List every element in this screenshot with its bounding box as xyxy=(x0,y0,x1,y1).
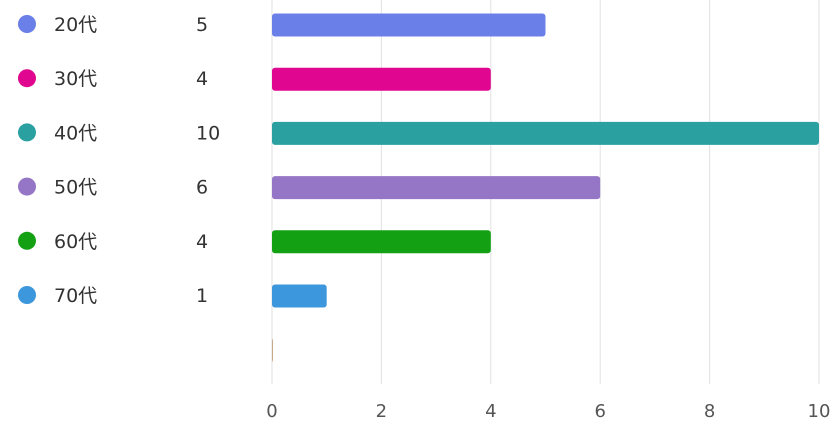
category-label: 50代 xyxy=(54,177,97,199)
bar-1 xyxy=(272,67,491,91)
x-tick-label: 10 xyxy=(808,401,831,422)
legend-dot-4 xyxy=(18,231,36,250)
legend-dot-0 xyxy=(18,15,36,33)
x-tick-label: 6 xyxy=(594,401,605,422)
bar-0 xyxy=(272,13,546,37)
bar-3 xyxy=(272,176,601,200)
category-label: 40代 xyxy=(54,122,97,144)
count-label: 1 xyxy=(196,285,208,307)
bar-5 xyxy=(272,284,327,308)
category-label: 60代 xyxy=(54,231,97,253)
count-label: 5 xyxy=(196,14,208,36)
legend: 20代 5 30代 4 40代 10 50代 6 60代 4 70代 1 xyxy=(18,14,220,307)
bar-2 xyxy=(272,121,819,145)
bar-4 xyxy=(272,230,491,254)
legend-dot-1 xyxy=(18,69,36,88)
bars xyxy=(272,13,819,362)
x-tick-label: 4 xyxy=(485,401,496,422)
x-axis: 0 2 4 6 8 10 xyxy=(266,401,830,422)
x-tick-label: 8 xyxy=(704,401,715,422)
count-label: 6 xyxy=(196,177,208,199)
count-label: 4 xyxy=(196,68,208,90)
category-label: 20代 xyxy=(54,14,97,36)
category-label: 70代 xyxy=(54,285,97,307)
x-tick-label: 2 xyxy=(376,401,387,422)
x-tick-label: 0 xyxy=(266,401,277,422)
count-label: 10 xyxy=(196,122,220,144)
bar-6 xyxy=(272,338,273,362)
count-label: 4 xyxy=(196,231,208,253)
legend-dot-5 xyxy=(18,286,36,304)
legend-dot-2 xyxy=(18,123,36,142)
category-label: 30代 xyxy=(54,68,97,90)
legend-dot-3 xyxy=(18,177,36,196)
